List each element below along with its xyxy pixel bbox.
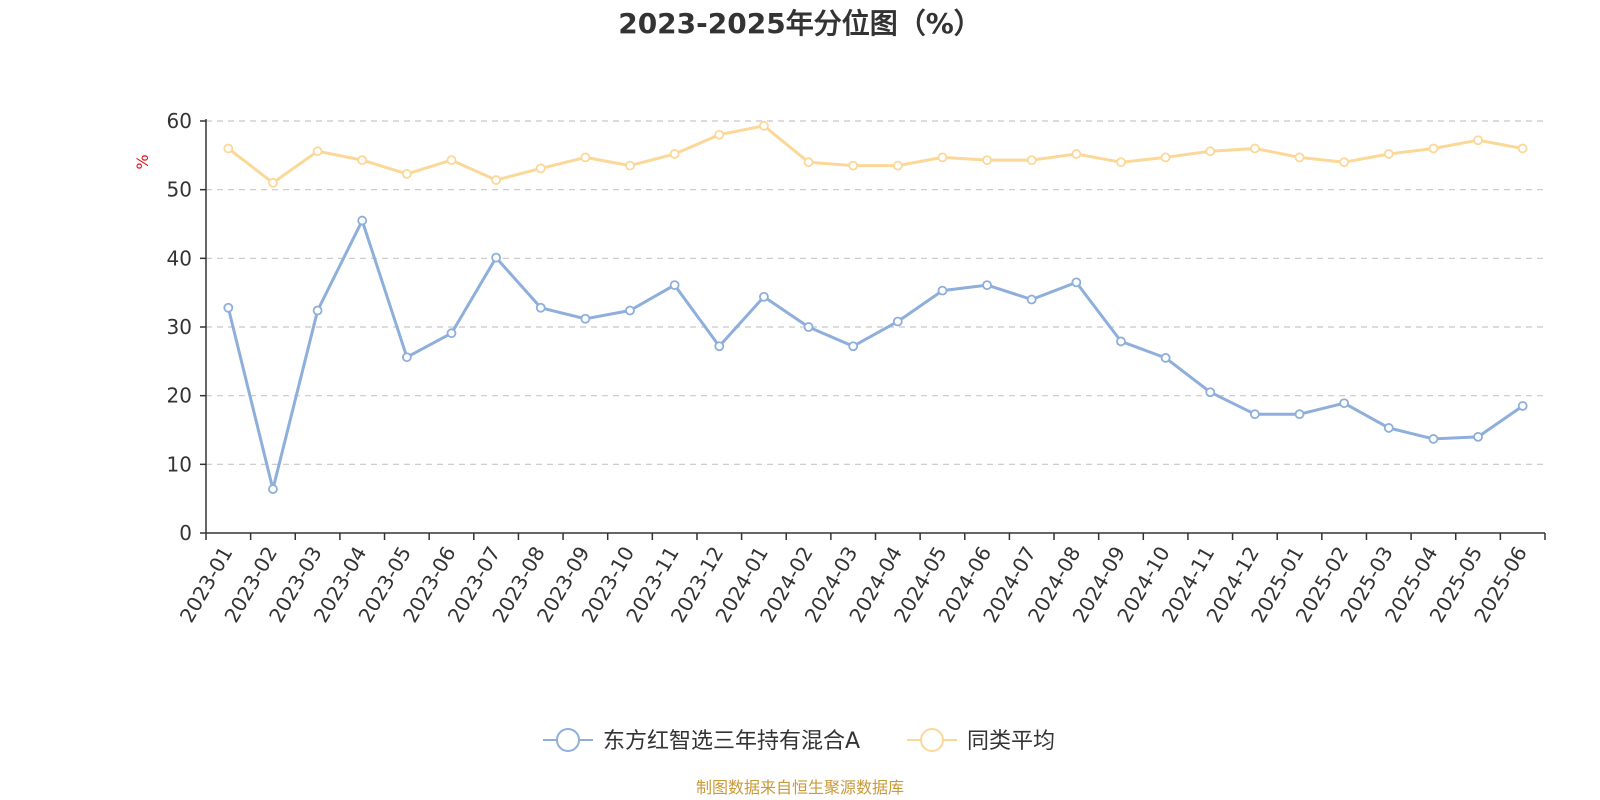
data-point [491, 252, 502, 263]
data-point [803, 157, 814, 168]
series-1 [223, 120, 1528, 188]
data-point [1116, 336, 1126, 347]
data-point [1339, 157, 1350, 168]
series-line [226, 219, 1524, 491]
data-point [1026, 155, 1037, 166]
data-point [312, 146, 323, 157]
chart-title: 2023-2025年分位图（%） [618, 7, 982, 40]
data-point [1249, 409, 1260, 420]
data-point [312, 305, 323, 316]
data-point [1294, 152, 1305, 163]
data-point [1205, 387, 1216, 398]
data-point [357, 155, 368, 166]
data-point [1339, 398, 1350, 409]
data-point [1160, 352, 1171, 363]
data-point [1026, 294, 1037, 305]
legend-label: 同类平均 [967, 729, 1055, 754]
legend-item[interactable]: 同类平均 [907, 728, 1055, 754]
data-point [580, 313, 591, 324]
data-point [759, 291, 769, 302]
data-point [625, 305, 635, 316]
data-point [1249, 143, 1260, 154]
data-point [446, 328, 457, 339]
series-lines [223, 120, 1528, 494]
data-point [1473, 431, 1483, 442]
data-point [937, 152, 948, 163]
data-point [401, 168, 412, 179]
data-point [714, 341, 725, 352]
series-line [227, 124, 1523, 185]
data-point [625, 160, 635, 171]
data-point [937, 285, 948, 296]
data-point [669, 149, 680, 159]
data-point [580, 152, 591, 163]
data-point [892, 160, 903, 171]
data-point [268, 177, 278, 188]
data-point [268, 484, 278, 494]
legend[interactable]: 东方红智选三年持有混合A 同类平均 [543, 728, 1055, 754]
y-tick-label: 50 [167, 178, 192, 202]
x-tick-labels: 2023-012023-022023-032023-042023-052023-… [175, 542, 1532, 626]
data-point [1071, 277, 1082, 288]
data-point [1294, 409, 1305, 420]
data-point [1116, 157, 1126, 168]
y-tick-label: 10 [167, 452, 192, 476]
data-point [1071, 149, 1082, 159]
legend-label: 东方红智选三年持有混合A [603, 729, 860, 754]
grid-lines [200, 120, 1545, 534]
data-point [714, 129, 725, 140]
data-point [669, 280, 680, 291]
data-point [848, 160, 859, 171]
data-point [1473, 135, 1483, 146]
data-point [401, 352, 412, 363]
data-point [803, 322, 814, 332]
data-point [1517, 401, 1528, 411]
data-point [491, 175, 502, 185]
data-point [446, 155, 457, 166]
data-point [892, 316, 903, 327]
data-point [223, 302, 234, 313]
y-tick-label: 40 [167, 246, 192, 270]
data-point [223, 143, 234, 154]
y-tick-label: 20 [167, 384, 192, 408]
y-tick-labels: 0 10 20 30 40 50 60 [167, 109, 192, 545]
data-point [1428, 434, 1439, 444]
data-point [535, 163, 546, 174]
data-point [759, 120, 769, 131]
data-point [1428, 143, 1439, 154]
y-tick-label: 30 [167, 315, 192, 339]
data-point [535, 302, 546, 313]
data-point [848, 341, 859, 352]
legend-swatch-marker [556, 728, 580, 752]
legend-swatch-marker [920, 728, 944, 752]
data-point [1517, 143, 1528, 154]
series-0 [223, 215, 1528, 494]
axes [205, 119, 1546, 540]
legend-item[interactable]: 东方红智选三年持有混合A [543, 728, 860, 754]
data-point [982, 155, 992, 166]
data-point [1160, 152, 1171, 163]
source-note: 制图数据来自恒生聚源数据库 [696, 778, 904, 797]
data-point [1383, 149, 1394, 159]
y-unit-label: % [133, 154, 152, 169]
data-point [1383, 423, 1394, 433]
data-point [1205, 146, 1216, 157]
y-tick-label: 60 [167, 109, 192, 133]
data-point [982, 280, 992, 291]
data-point [357, 215, 368, 226]
y-tick-label: 0 [179, 521, 192, 545]
